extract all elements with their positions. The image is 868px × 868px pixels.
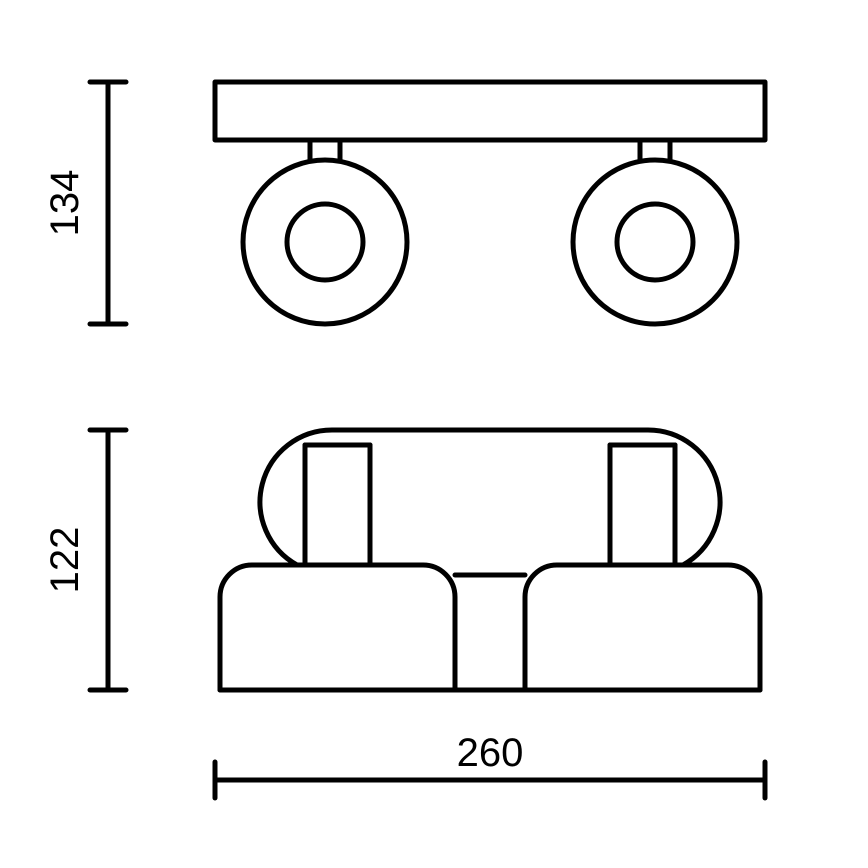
ceiling-plate [260, 430, 720, 565]
top-view [220, 430, 760, 690]
dimension-label: 122 [43, 527, 87, 594]
spot-outer [243, 160, 407, 324]
front-view [215, 82, 765, 324]
lamp-head [525, 565, 760, 690]
mounting-bar [215, 82, 765, 140]
technical-drawing: 134 122 260 [0, 0, 868, 868]
spot-inner [617, 204, 693, 280]
spot-inner [287, 204, 363, 280]
dimension-label: 260 [457, 731, 524, 775]
dimension-label: 134 [43, 170, 87, 237]
spot-outer [573, 160, 737, 324]
lamp-head [220, 565, 455, 690]
